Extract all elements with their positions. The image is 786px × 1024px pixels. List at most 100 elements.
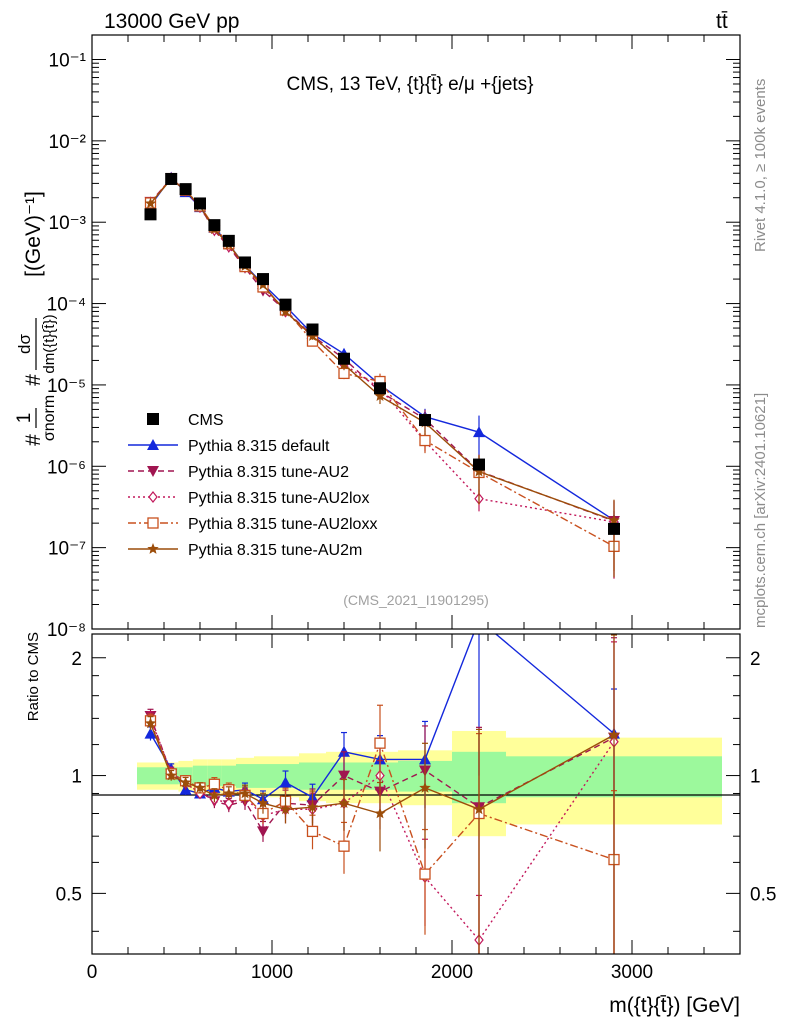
band-inner-6 bbox=[236, 764, 254, 788]
ratio-panel-series bbox=[144, 614, 620, 954]
ratio-point-4-14 bbox=[608, 728, 620, 740]
mcplots-url-label: mcplots.cern.ch [arXiv:2401.10621] bbox=[752, 392, 769, 628]
y-tick-label-ratio-left-2: 2 bbox=[71, 649, 82, 670]
y-tick-label-main-7: 10⁻¹ bbox=[49, 50, 87, 71]
legend-marker-0 bbox=[147, 413, 159, 425]
cms-point-9 bbox=[306, 323, 319, 336]
y-tick-label-ratio-left-1: 1 bbox=[71, 767, 82, 788]
y-label-units: [(GeV)⁻¹] bbox=[22, 191, 45, 277]
ratio-point-4-6 bbox=[239, 787, 251, 799]
y-tick-label-main-4: 10⁻⁴ bbox=[47, 295, 86, 316]
cms-point-7 bbox=[257, 273, 269, 286]
cms-point-3 bbox=[194, 197, 206, 210]
y-label-dsigma: dσ bbox=[15, 334, 34, 354]
main-line-3 bbox=[149, 177, 615, 548]
y-tick-label-main-2: 10⁻⁶ bbox=[47, 457, 86, 478]
y-tick-label-main-3: 10⁻⁵ bbox=[47, 376, 86, 397]
ratio-point-0-0 bbox=[144, 727, 157, 739]
x-tick-label-3: 3000 bbox=[611, 962, 653, 983]
y-tick-label-ratio-right-2: 2 bbox=[750, 649, 761, 670]
legend-label-4: Pythia 8.315 tune-AU2loxx bbox=[188, 516, 377, 533]
ratio-point-4-13 bbox=[473, 803, 485, 815]
ratio-point-3-10 bbox=[338, 840, 350, 852]
band-inner-5 bbox=[221, 765, 236, 787]
y-tick-label-main-5: 10⁻³ bbox=[49, 213, 87, 234]
y-label-hash-two: # bbox=[22, 374, 45, 386]
legend-label-5: Pythia 8.315 tune-AU2m bbox=[188, 542, 362, 559]
cms-point-10 bbox=[338, 352, 350, 365]
header-left: 13000 GeV pp bbox=[104, 10, 239, 33]
main-point-4-0 bbox=[144, 197, 157, 209]
y-label-dm: dm({t}{t̄}) bbox=[41, 314, 58, 373]
cms-point-5 bbox=[222, 234, 235, 247]
ratio-point-4-4 bbox=[208, 789, 221, 801]
y-label-sigma-norm: σnorm bbox=[41, 395, 58, 441]
legend-label-1: Pythia 8.315 default bbox=[188, 438, 330, 455]
ratio-point-3-11 bbox=[374, 737, 386, 749]
main-line-2 bbox=[149, 177, 615, 523]
main-point-4-8 bbox=[279, 305, 292, 317]
main-panel-frame bbox=[91, 34, 741, 630]
x-axis-label: m({t}{t̄}) [GeV] bbox=[609, 994, 740, 1017]
main-point-3-12 bbox=[419, 434, 431, 447]
legend: CMS Pythia 8.315 default Pythia 8.315 tune… bbox=[128, 412, 377, 559]
cms-point-12 bbox=[419, 414, 431, 427]
x-tick-label-0: 0 bbox=[87, 962, 98, 983]
ratio-point-3-9 bbox=[306, 825, 319, 838]
cms-point-11 bbox=[374, 382, 386, 395]
y-label-one: 1 bbox=[14, 413, 35, 424]
ratio-point-3-12 bbox=[419, 868, 431, 880]
ratio-point-1-7 bbox=[257, 826, 269, 838]
x-tick-label-1: 1000 bbox=[251, 962, 293, 983]
ratio-y-axis-label: Ratio to CMS bbox=[25, 632, 42, 721]
ratio-point-1-10 bbox=[338, 770, 350, 782]
y-tick-label-ratio-left-0: 0.5 bbox=[56, 884, 82, 905]
analysis-watermark: (CMS_2021_I1901295) bbox=[343, 592, 489, 608]
ratio-point-4-5 bbox=[223, 787, 235, 799]
chart-title: CMS, 13 TeV, {t}{t̄} e/μ +{jets} bbox=[286, 74, 533, 95]
ratio-point-4-11 bbox=[374, 807, 386, 819]
ratio-point-4-0 bbox=[144, 717, 157, 729]
legend-marker-1 bbox=[147, 439, 159, 450]
cms-point-13 bbox=[473, 458, 485, 471]
ratio-point-4-2 bbox=[179, 776, 192, 788]
y-tick-label-main-6: 10⁻² bbox=[49, 132, 87, 153]
legend-label-3: Pythia 8.315 tune-AU2lox bbox=[188, 490, 369, 507]
cms-point-8 bbox=[279, 298, 292, 311]
ratio-point-4-7 bbox=[257, 797, 269, 808]
rivet-version-label: Rivet 4.1.0, ≥ 100k events bbox=[752, 78, 769, 252]
cms-point-4 bbox=[208, 219, 221, 232]
cms-point-0 bbox=[144, 208, 157, 221]
cms-point-2 bbox=[179, 183, 192, 196]
main-point-0-13 bbox=[473, 426, 485, 438]
y-tick-label-ratio-right-0: 0.5 bbox=[750, 884, 776, 905]
ratio-point-0-13 bbox=[473, 614, 485, 625]
x-tick-label-2: 2000 bbox=[431, 962, 473, 983]
y-tick-label-ratio-right-1: 1 bbox=[750, 767, 761, 788]
legend-marker-2 bbox=[147, 466, 159, 477]
legend-marker-3 bbox=[148, 491, 158, 503]
cms-point-14 bbox=[608, 522, 620, 535]
y-tick-label-main-0: 10⁻⁸ bbox=[47, 620, 86, 641]
ratio-point-4-9 bbox=[306, 801, 319, 813]
main-point-4-13 bbox=[473, 465, 485, 477]
cms-point-1 bbox=[165, 172, 178, 185]
band-inner-7 bbox=[254, 764, 272, 788]
main-point-4-14 bbox=[608, 514, 620, 526]
ratio-point-2-5 bbox=[224, 797, 234, 810]
ratio-point-4-3 bbox=[194, 781, 206, 793]
ratio-point-4-12 bbox=[419, 781, 431, 793]
y-tick-label-main-1: 10⁻⁷ bbox=[48, 539, 86, 560]
ratio-point-3-4 bbox=[208, 778, 221, 790]
band-inner-3 bbox=[192, 765, 208, 787]
y-label-hash-one: # bbox=[22, 434, 45, 446]
main-panel-series bbox=[144, 171, 620, 579]
header-right: tt̄ bbox=[716, 10, 728, 33]
cms-point-6 bbox=[239, 256, 251, 269]
legend-marker-4 bbox=[147, 517, 159, 529]
band-inner-0 bbox=[137, 767, 164, 785]
ratio-point-0-8 bbox=[279, 776, 292, 788]
legend-label-0: CMS bbox=[188, 412, 224, 429]
ratio-point-4-10 bbox=[338, 797, 350, 808]
